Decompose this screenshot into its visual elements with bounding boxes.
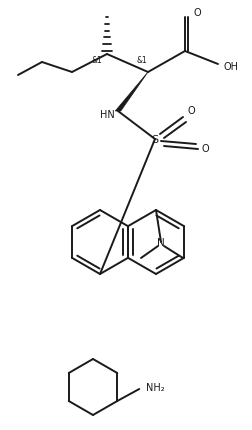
Polygon shape bbox=[115, 73, 148, 112]
Text: OH: OH bbox=[224, 62, 238, 72]
Text: S: S bbox=[151, 135, 159, 144]
Text: NH₂: NH₂ bbox=[146, 382, 165, 392]
Text: &1: &1 bbox=[137, 55, 147, 64]
Text: O: O bbox=[201, 144, 209, 154]
Text: O: O bbox=[193, 8, 201, 18]
Text: HN: HN bbox=[100, 110, 114, 120]
Text: O: O bbox=[187, 106, 195, 116]
Text: N: N bbox=[157, 237, 165, 247]
Text: &1: &1 bbox=[92, 55, 102, 64]
